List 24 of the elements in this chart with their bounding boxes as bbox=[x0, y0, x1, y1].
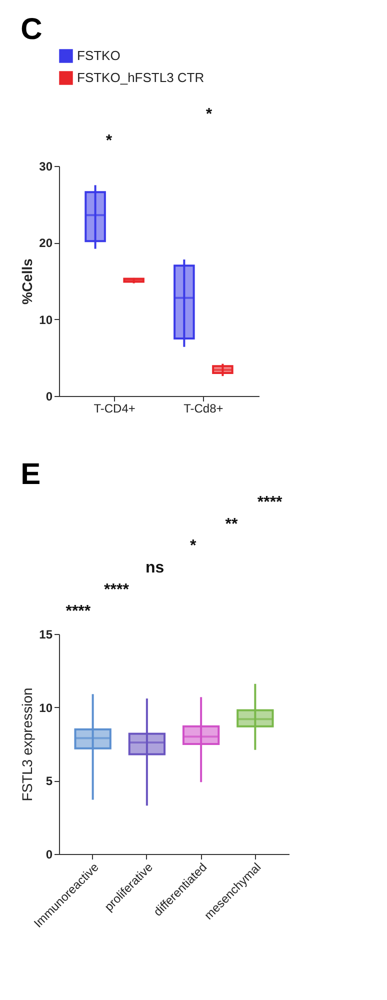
text: ns bbox=[145, 559, 164, 576]
y-tick-label: 0 bbox=[46, 848, 53, 862]
y-axis-title: %Cells bbox=[19, 258, 36, 304]
text: * bbox=[106, 132, 113, 150]
y-axis-title: FSTL3 expression bbox=[19, 688, 36, 802]
x-tick-label: T-Cd8+ bbox=[184, 402, 224, 416]
chart-title: E bbox=[20, 458, 41, 491]
chart-title: C bbox=[20, 13, 42, 46]
x-tick-label: T-CD4+ bbox=[94, 402, 136, 416]
y-tick-label: 20 bbox=[39, 236, 53, 250]
y-tick-label: 15 bbox=[39, 628, 53, 642]
text: * bbox=[206, 106, 213, 123]
text: **** bbox=[66, 603, 92, 620]
text: ** bbox=[225, 516, 238, 533]
text: **** bbox=[257, 494, 284, 511]
y-tick-label: 0 bbox=[46, 390, 53, 404]
y-tick-label: 10 bbox=[39, 700, 53, 715]
y-tick-label: 10 bbox=[39, 312, 53, 327]
text: * bbox=[190, 538, 198, 555]
legend-label: FSTKO bbox=[77, 48, 120, 63]
y-tick-label: 30 bbox=[39, 160, 53, 174]
legend-label: FSTKO_hFSTL3 CTR bbox=[77, 70, 204, 85]
text: **** bbox=[104, 581, 130, 598]
y-tick-label: 5 bbox=[46, 774, 53, 788]
